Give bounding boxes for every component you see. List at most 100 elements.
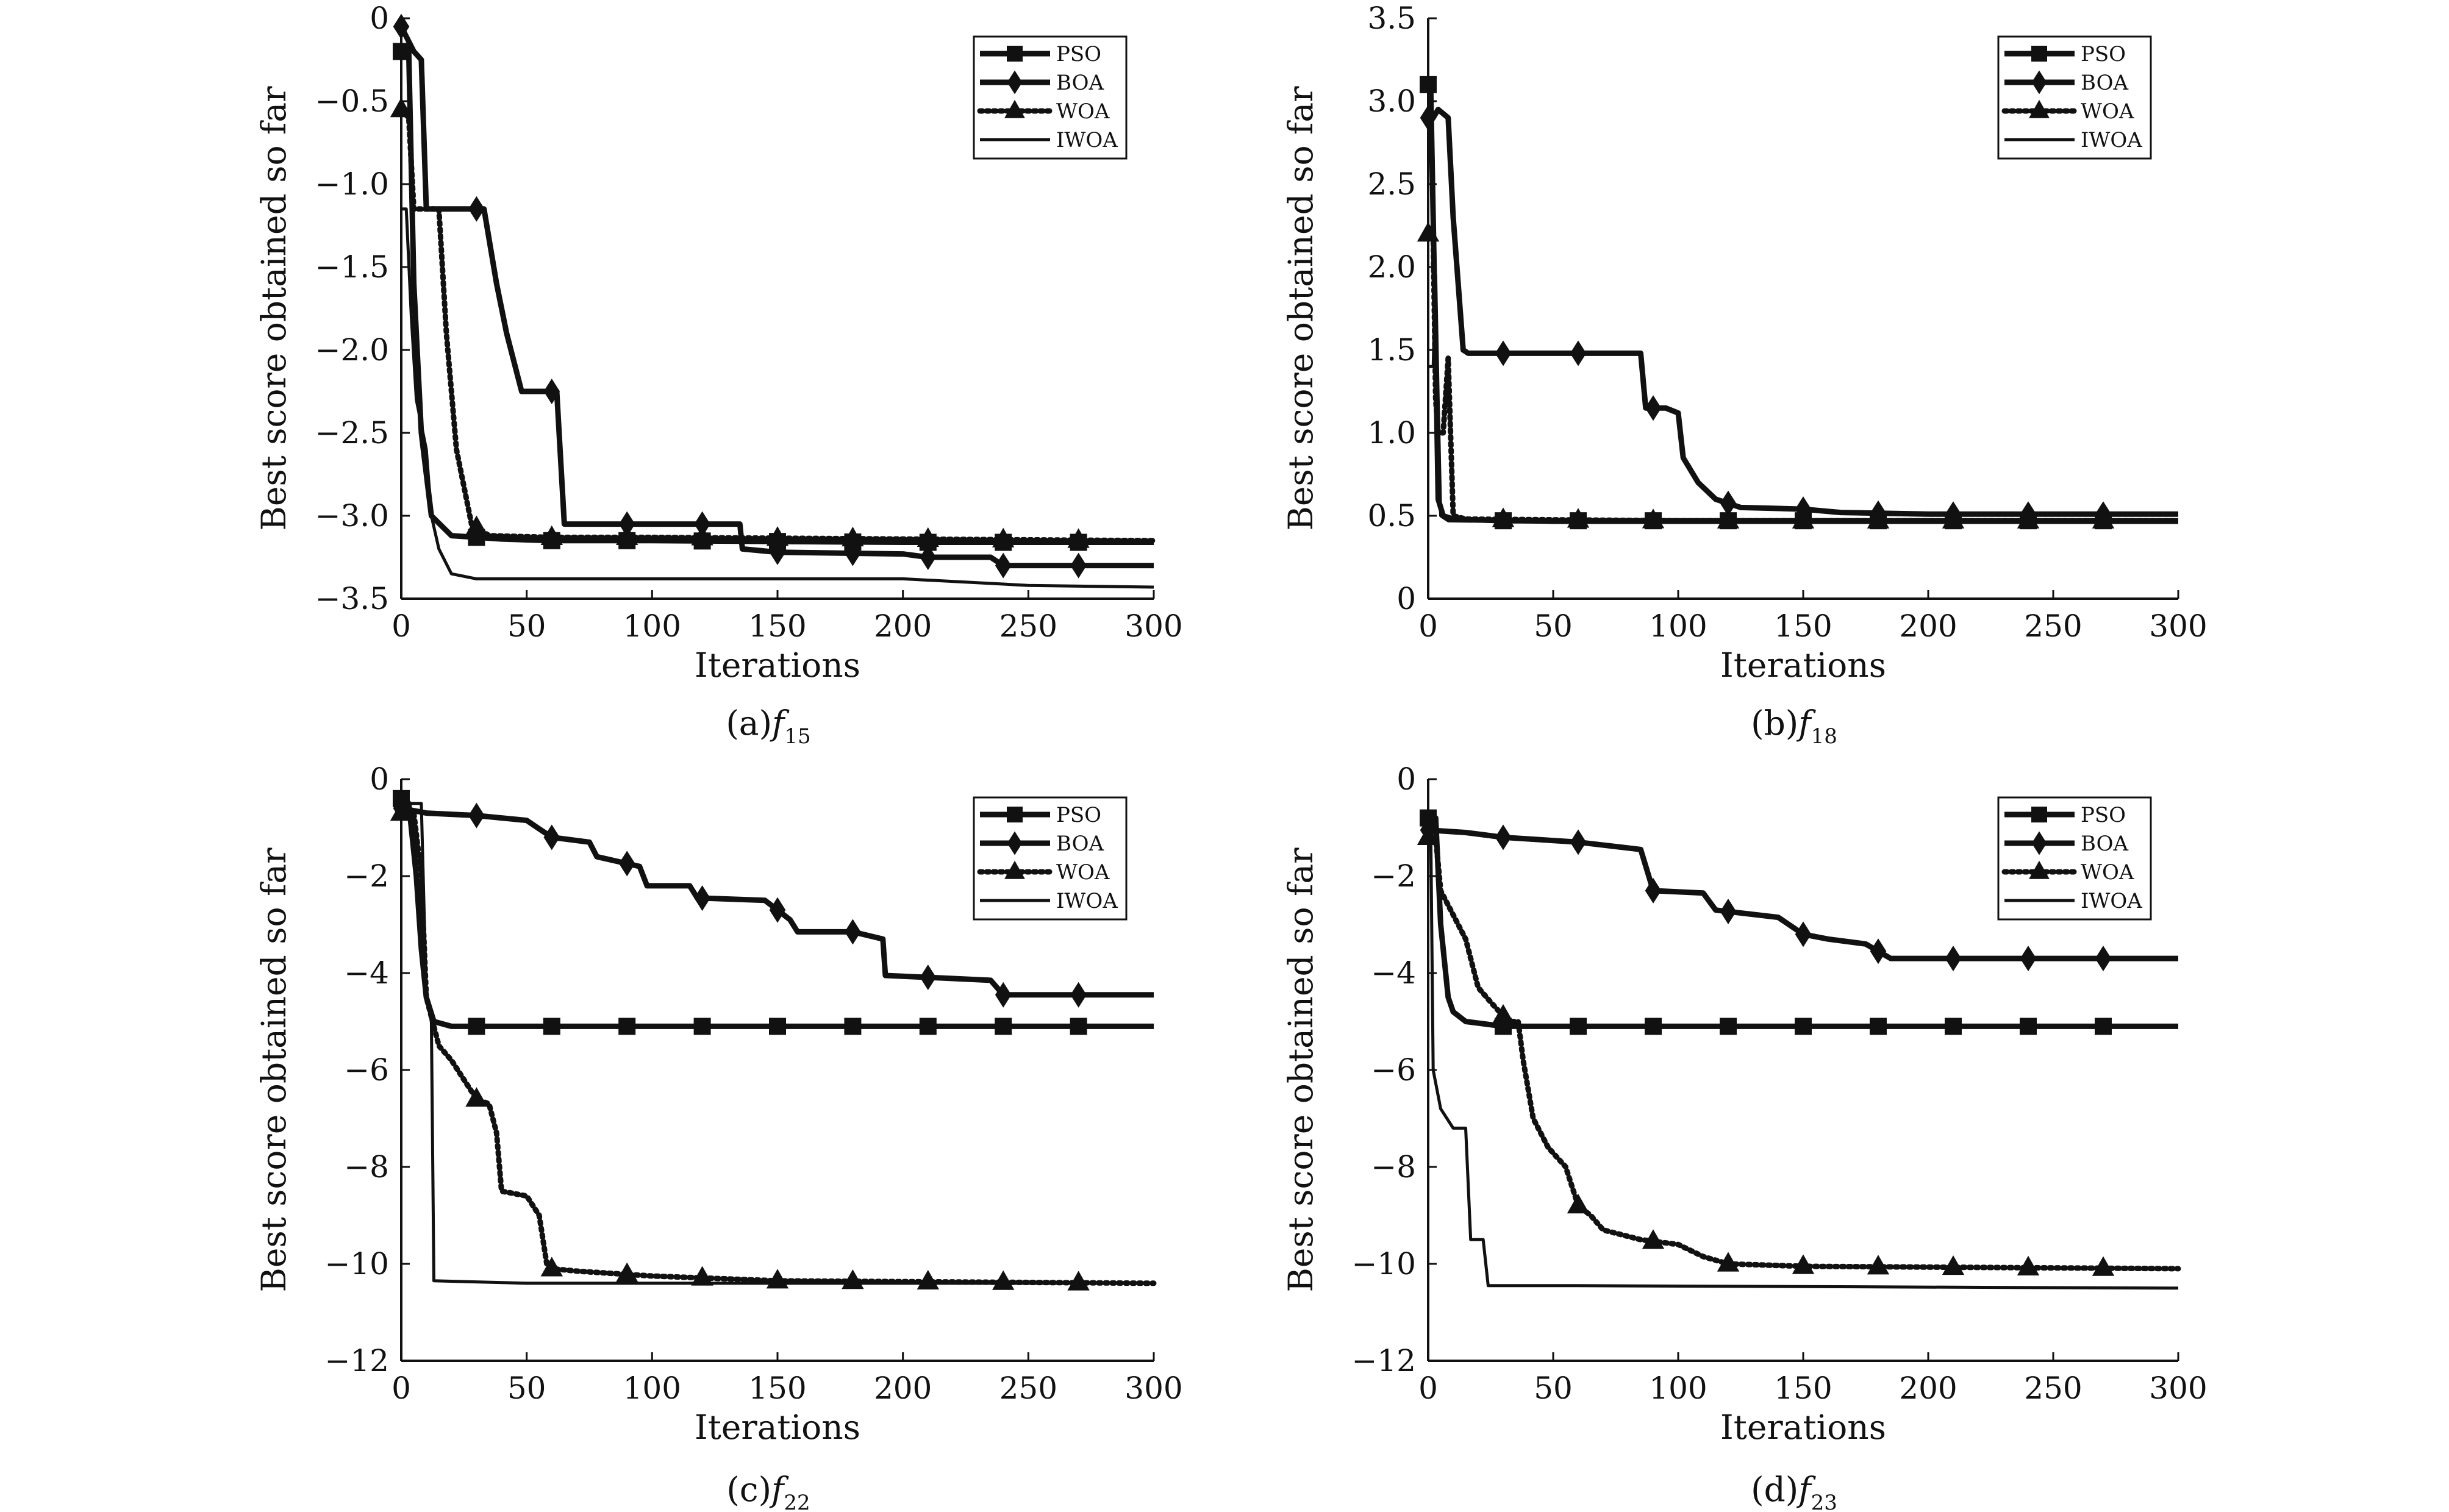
data-point-pso xyxy=(468,1018,485,1035)
legend-marker-pso xyxy=(1007,46,1023,62)
data-point-pso xyxy=(844,533,862,551)
data-point-pso xyxy=(393,790,410,807)
chart-panel-4: 0 50 100 150 200 250 300 0 −2 −4 −6 −8 −10 −12 Iterati… xyxy=(1281,761,2208,1512)
y-tick-label: −10 xyxy=(1351,1246,1416,1282)
data-point-woa xyxy=(992,1270,1015,1290)
x-tick-label: 200 xyxy=(1899,608,1957,644)
legend-label: BOA xyxy=(2081,71,2128,95)
x-tick-label: 250 xyxy=(2024,608,2082,644)
data-point-boa xyxy=(618,511,635,537)
data-point-woa xyxy=(2092,1256,2115,1276)
data-point-woa xyxy=(1867,1255,1890,1275)
data-point-pso xyxy=(2095,1018,2112,1035)
chart-panel-2: 0 50 100 150 200 250 300 0 0.5 1.0 1.5 2.0 2.5 3.0 3.5… xyxy=(1281,1,2208,749)
legend-marker-pso xyxy=(2031,46,2047,62)
data-point-woa xyxy=(842,1269,864,1289)
data-point-boa xyxy=(995,982,1012,1008)
data-point-pso xyxy=(543,1018,560,1035)
x-tick-label: 150 xyxy=(1774,1371,1832,1406)
x-tick-label: 200 xyxy=(1899,1371,1957,1406)
y-tick-label: −2.0 xyxy=(315,332,389,368)
data-point-pso xyxy=(1720,1018,1737,1035)
data-point-pso xyxy=(1870,1018,1887,1035)
data-point-boa xyxy=(393,795,410,821)
legend-label: IWOA xyxy=(2081,889,2142,913)
data-point-pso xyxy=(1495,1018,1512,1035)
y-tick-label: 1.5 xyxy=(1367,332,1416,368)
legend-marker-woa xyxy=(1004,860,1025,879)
y-tick-label: −0.5 xyxy=(315,84,389,119)
x-tick-label: 150 xyxy=(748,1371,806,1406)
legend-label: WOA xyxy=(1056,860,1110,885)
y-tick-label: −12 xyxy=(1351,1343,1416,1378)
data-point-woa xyxy=(465,1087,488,1107)
data-point-boa xyxy=(2095,946,2112,972)
legend-marker-boa xyxy=(1007,831,1023,855)
y-tick-label: −3.0 xyxy=(315,498,389,533)
legend-marker-boa xyxy=(1007,70,1023,94)
x-tick-label: 300 xyxy=(1124,608,1182,644)
data-point-boa xyxy=(2020,946,2037,972)
y-tick-label: 0 xyxy=(370,761,389,797)
x-tick-label: 0 xyxy=(1418,608,1438,644)
data-point-pso xyxy=(1795,512,1812,530)
legend-marker-boa xyxy=(2031,70,2047,94)
data-point-pso xyxy=(995,533,1012,551)
y-axis-label: Best score obtained so far xyxy=(254,847,293,1293)
y-tick-label: −4 xyxy=(344,955,389,991)
x-tick-label: 0 xyxy=(391,608,411,644)
panel-caption: (d)f23 xyxy=(1751,1470,1837,1512)
y-tick-label: 0 xyxy=(1396,761,1416,797)
data-point-boa xyxy=(769,897,786,923)
y-axis-label: Best score obtained so far xyxy=(254,86,293,531)
legend-label: PSO xyxy=(2081,42,2126,66)
data-point-pso xyxy=(1945,1018,1962,1035)
data-point-pso xyxy=(1795,1018,1812,1035)
x-tick-label: 250 xyxy=(999,1371,1057,1406)
data-point-pso xyxy=(1720,512,1737,530)
data-point-pso xyxy=(2020,1018,2037,1035)
data-point-pso xyxy=(2095,512,2112,530)
series-line-woa xyxy=(1425,834,2181,1272)
data-point-pso xyxy=(844,1018,862,1035)
data-point-woa xyxy=(1717,1252,1740,1272)
x-tick-label: 50 xyxy=(507,1371,546,1406)
y-tick-label: −8 xyxy=(344,1149,389,1185)
x-tick-label: 0 xyxy=(1418,1371,1438,1406)
data-point-pso xyxy=(995,1018,1012,1035)
data-point-pso xyxy=(618,1018,636,1035)
series-line-pso xyxy=(399,796,1154,1029)
data-point-pso xyxy=(1945,512,1962,530)
data-point-boa xyxy=(1495,340,1512,366)
data-point-woa xyxy=(540,1257,563,1277)
y-tick-label: 3.5 xyxy=(1367,1,1416,36)
data-point-boa xyxy=(468,196,485,222)
data-point-boa xyxy=(1495,824,1512,850)
legend-label: PSO xyxy=(1056,42,1101,66)
data-point-pso xyxy=(693,1018,711,1035)
legend-marker-pso xyxy=(2031,807,2047,822)
y-tick-label: −10 xyxy=(324,1246,389,1282)
y-tick-label: 1.0 xyxy=(1367,415,1416,451)
data-point-boa xyxy=(393,13,410,40)
y-tick-label: −4 xyxy=(1371,955,1416,991)
data-point-boa xyxy=(1720,490,1737,516)
data-point-pso xyxy=(1570,512,1587,530)
x-tick-label: 100 xyxy=(623,608,681,644)
y-tick-label: 2.0 xyxy=(1367,249,1416,285)
y-tick-label: 2.5 xyxy=(1367,166,1416,202)
x-tick-label: 100 xyxy=(1649,1371,1707,1406)
series-line-iwoa xyxy=(401,207,1154,589)
data-point-boa xyxy=(845,919,861,945)
data-point-boa xyxy=(1570,340,1587,366)
data-point-woa xyxy=(390,98,413,118)
data-point-pso xyxy=(769,1018,786,1035)
y-tick-label: −8 xyxy=(1371,1149,1416,1185)
data-point-pso xyxy=(919,1018,937,1035)
data-point-boa xyxy=(920,965,937,991)
y-tick-label: 0 xyxy=(370,1,389,36)
y-tick-label: 0 xyxy=(1396,581,1416,616)
legend-marker-boa xyxy=(2031,831,2047,855)
x-tick-label: 50 xyxy=(1534,608,1573,644)
x-axis-label: Iterations xyxy=(1720,646,1886,685)
